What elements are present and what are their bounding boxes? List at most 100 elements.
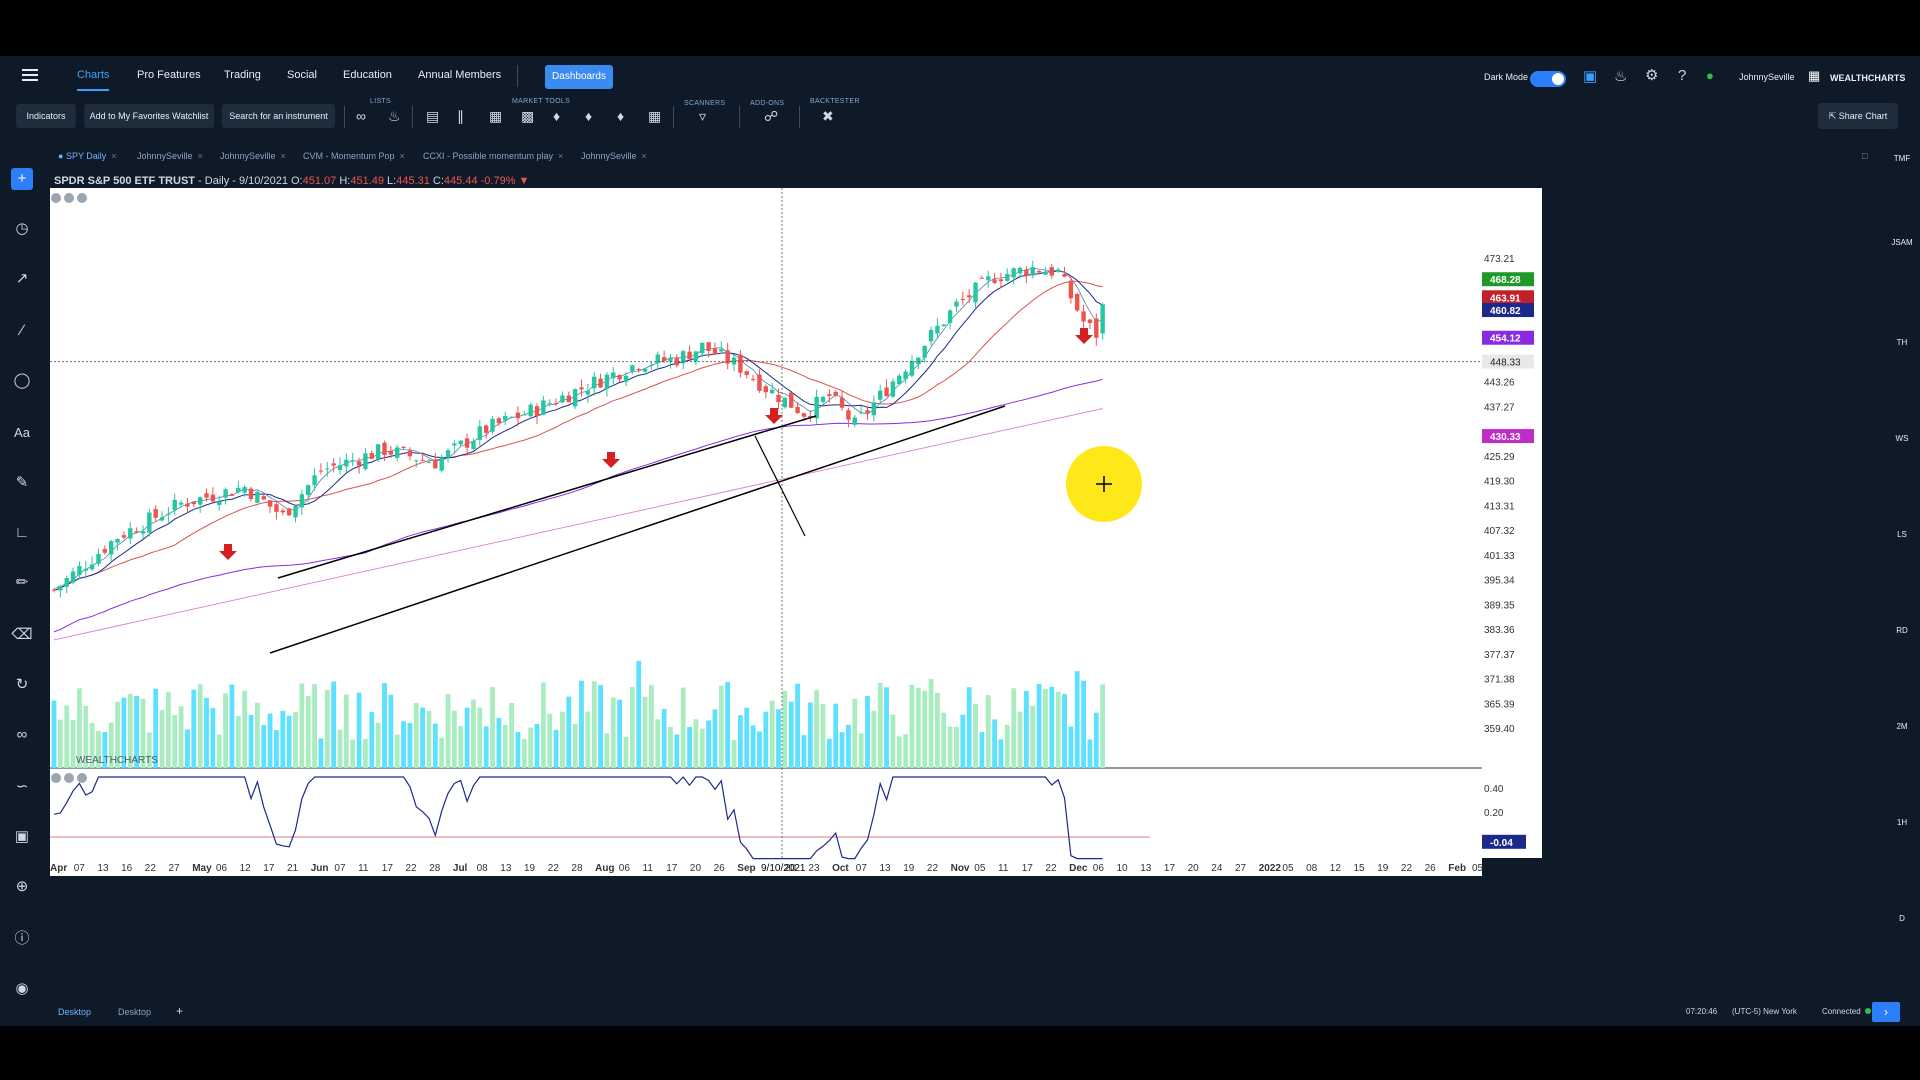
crosshair-icon[interactable]: ⊕	[15, 878, 29, 895]
right-tab-2m[interactable]: 2M	[1896, 722, 1908, 731]
refresh-icon[interactable]: ↻	[15, 676, 29, 693]
news-icon[interactable]: ▤	[426, 108, 440, 124]
volume-bar	[528, 727, 534, 768]
close-icon[interactable]: ×	[197, 151, 203, 161]
calendar-icon[interactable]: ▦	[489, 108, 503, 124]
measure-icon[interactable]: ∟	[14, 524, 30, 541]
save-icon[interactable]: ▣	[1583, 68, 1598, 85]
candle-body	[286, 508, 292, 516]
filter-icon[interactable]: ▿	[699, 108, 707, 124]
bottom-tab-desktop-2[interactable]: Desktop	[118, 1007, 152, 1017]
right-tab-ls[interactable]: LS	[1897, 530, 1907, 539]
tab-cvm[interactable]: CVM - Momentum Pop ×	[303, 151, 405, 161]
bell-icon[interactable]: ♨	[1614, 68, 1628, 85]
link-icon[interactable]: ∞	[356, 108, 366, 124]
nav-pro-features[interactable]: Pro Features	[137, 69, 201, 81]
nav-education[interactable]: Education	[343, 69, 392, 81]
candle-body	[1036, 270, 1042, 273]
crosshair-price-badge	[1482, 354, 1534, 369]
text-tool-icon[interactable]: Aa	[14, 425, 30, 440]
menu-icon[interactable]	[22, 69, 38, 82]
nav-social[interactable]: Social	[287, 69, 317, 81]
tab-spy-daily[interactable]: ● SPY Daily ×	[58, 151, 117, 161]
volume-bar	[1074, 671, 1080, 768]
expand-panel-icon[interactable]: ›	[1872, 1002, 1900, 1022]
pencil-icon[interactable]: ✎	[15, 474, 29, 491]
close-icon[interactable]: ×	[399, 151, 405, 161]
price-chart[interactable]: SPDR S&P 500 ETF TRUST - Daily - 9/10/20…	[50, 166, 1882, 986]
minimize-pane-icon	[77, 193, 87, 203]
backtester-icon[interactable]: ✖	[822, 108, 834, 124]
close-icon[interactable]: ×	[111, 151, 117, 161]
tab-johnnyseville-3[interactable]: JohnnySeville ×	[581, 151, 647, 161]
network-icon[interactable]: ▦	[648, 108, 662, 124]
candle-body	[566, 395, 571, 403]
trend-icon[interactable]: ↗	[15, 270, 29, 287]
right-tab-tmf[interactable]: TMF	[1893, 154, 1911, 163]
candle-body	[388, 450, 394, 455]
candle-body	[89, 564, 95, 570]
volume-bar	[509, 703, 514, 768]
clock-icon[interactable]: ◷	[15, 220, 29, 237]
ruler-icon[interactable]: ✏	[15, 574, 29, 591]
right-tab-jsam[interactable]: JSAM	[1891, 238, 1913, 247]
indicator-icon[interactable]: ∽	[15, 778, 29, 795]
add-favorites-button[interactable]: Add to My Favorites Watchlist	[84, 104, 214, 128]
fire-icon[interactable]: ♨	[388, 108, 401, 124]
line-tool-icon[interactable]: ∕	[20, 322, 24, 339]
candle-body	[1024, 269, 1029, 276]
nav-charts[interactable]: Charts	[77, 69, 110, 91]
chart-tool-icon[interactable]: ∥	[457, 108, 464, 124]
timezone[interactable]: (UTC-5) New York	[1732, 1007, 1797, 1016]
candle-body	[661, 357, 667, 361]
nav-annual-members[interactable]: Annual Members	[418, 69, 502, 81]
gear-icon[interactable]: ⚙	[1645, 67, 1659, 84]
alert-icon[interactable]: ♦	[553, 108, 561, 124]
volume-bar	[826, 738, 832, 768]
dark-mode-toggle[interactable]	[1530, 71, 1566, 87]
indicators-button[interactable]: Indicators	[16, 104, 76, 128]
candle-body	[731, 357, 737, 365]
right-tab-th[interactable]: TH	[1896, 338, 1908, 347]
layers-icon[interactable]: ▣	[14, 828, 30, 845]
close-icon[interactable]: ×	[558, 151, 564, 161]
tab-johnnyseville-1[interactable]: JohnnySeville ×	[137, 151, 203, 161]
price-tick-label: 389.35	[1484, 600, 1515, 611]
nav-trading[interactable]: Trading	[224, 69, 261, 81]
candle-body	[369, 453, 374, 459]
globe-icon[interactable]: ◉	[15, 980, 29, 997]
volume-bar	[223, 693, 228, 768]
tab-johnnyseville-2[interactable]: JohnnySeville ×	[220, 151, 286, 161]
maximize-icon[interactable]: □	[1862, 151, 1868, 161]
addon-link-icon[interactable]: ☍	[764, 108, 779, 124]
volume-bar	[267, 713, 273, 768]
info-icon[interactable]: ⓘ	[14, 930, 30, 947]
alert2-icon[interactable]: ♦	[585, 108, 593, 124]
price-axis-background	[1482, 188, 1542, 858]
dashboards-button[interactable]: Dashboards	[545, 65, 613, 89]
trash-icon[interactable]: ⌫	[11, 626, 33, 643]
close-icon[interactable]: ×	[280, 151, 286, 161]
chart-area[interactable]: SPDR S&P 500 ETF TRUST - Daily - 9/10/20…	[50, 166, 1882, 986]
help-icon[interactable]: ?	[1678, 67, 1687, 84]
close-icon[interactable]: ×	[641, 151, 647, 161]
tab-ccxi[interactable]: CCXI - Possible momentum play ×	[423, 151, 563, 161]
chart-type-icon[interactable]: ∞	[16, 726, 28, 743]
add-tab-icon[interactable]: +	[176, 1004, 184, 1018]
calculator-icon[interactable]: ▩	[521, 108, 535, 124]
right-tab-rd[interactable]: RD	[1896, 626, 1908, 635]
add-icon[interactable]: +	[11, 168, 33, 190]
search-instrument-button[interactable]: Search for an instrument	[222, 104, 335, 128]
shapes-icon[interactable]: ◯	[13, 372, 31, 389]
right-tab-ws[interactable]: WS	[1895, 434, 1909, 443]
right-tab-1h[interactable]: 1H	[1896, 818, 1908, 827]
alert3-icon[interactable]: ♦	[617, 108, 625, 124]
candle-body	[255, 491, 260, 503]
volume-bar	[1055, 691, 1061, 768]
volume-bar	[935, 692, 940, 768]
right-tab-d[interactable]: D	[1899, 914, 1905, 923]
share-chart-button[interactable]: ⇱ Share Chart	[1818, 103, 1898, 129]
bottom-tab-desktop-1[interactable]: Desktop	[58, 1007, 92, 1017]
user-name[interactable]: JohnnySeville	[1739, 72, 1795, 82]
volume-bar	[108, 722, 114, 768]
